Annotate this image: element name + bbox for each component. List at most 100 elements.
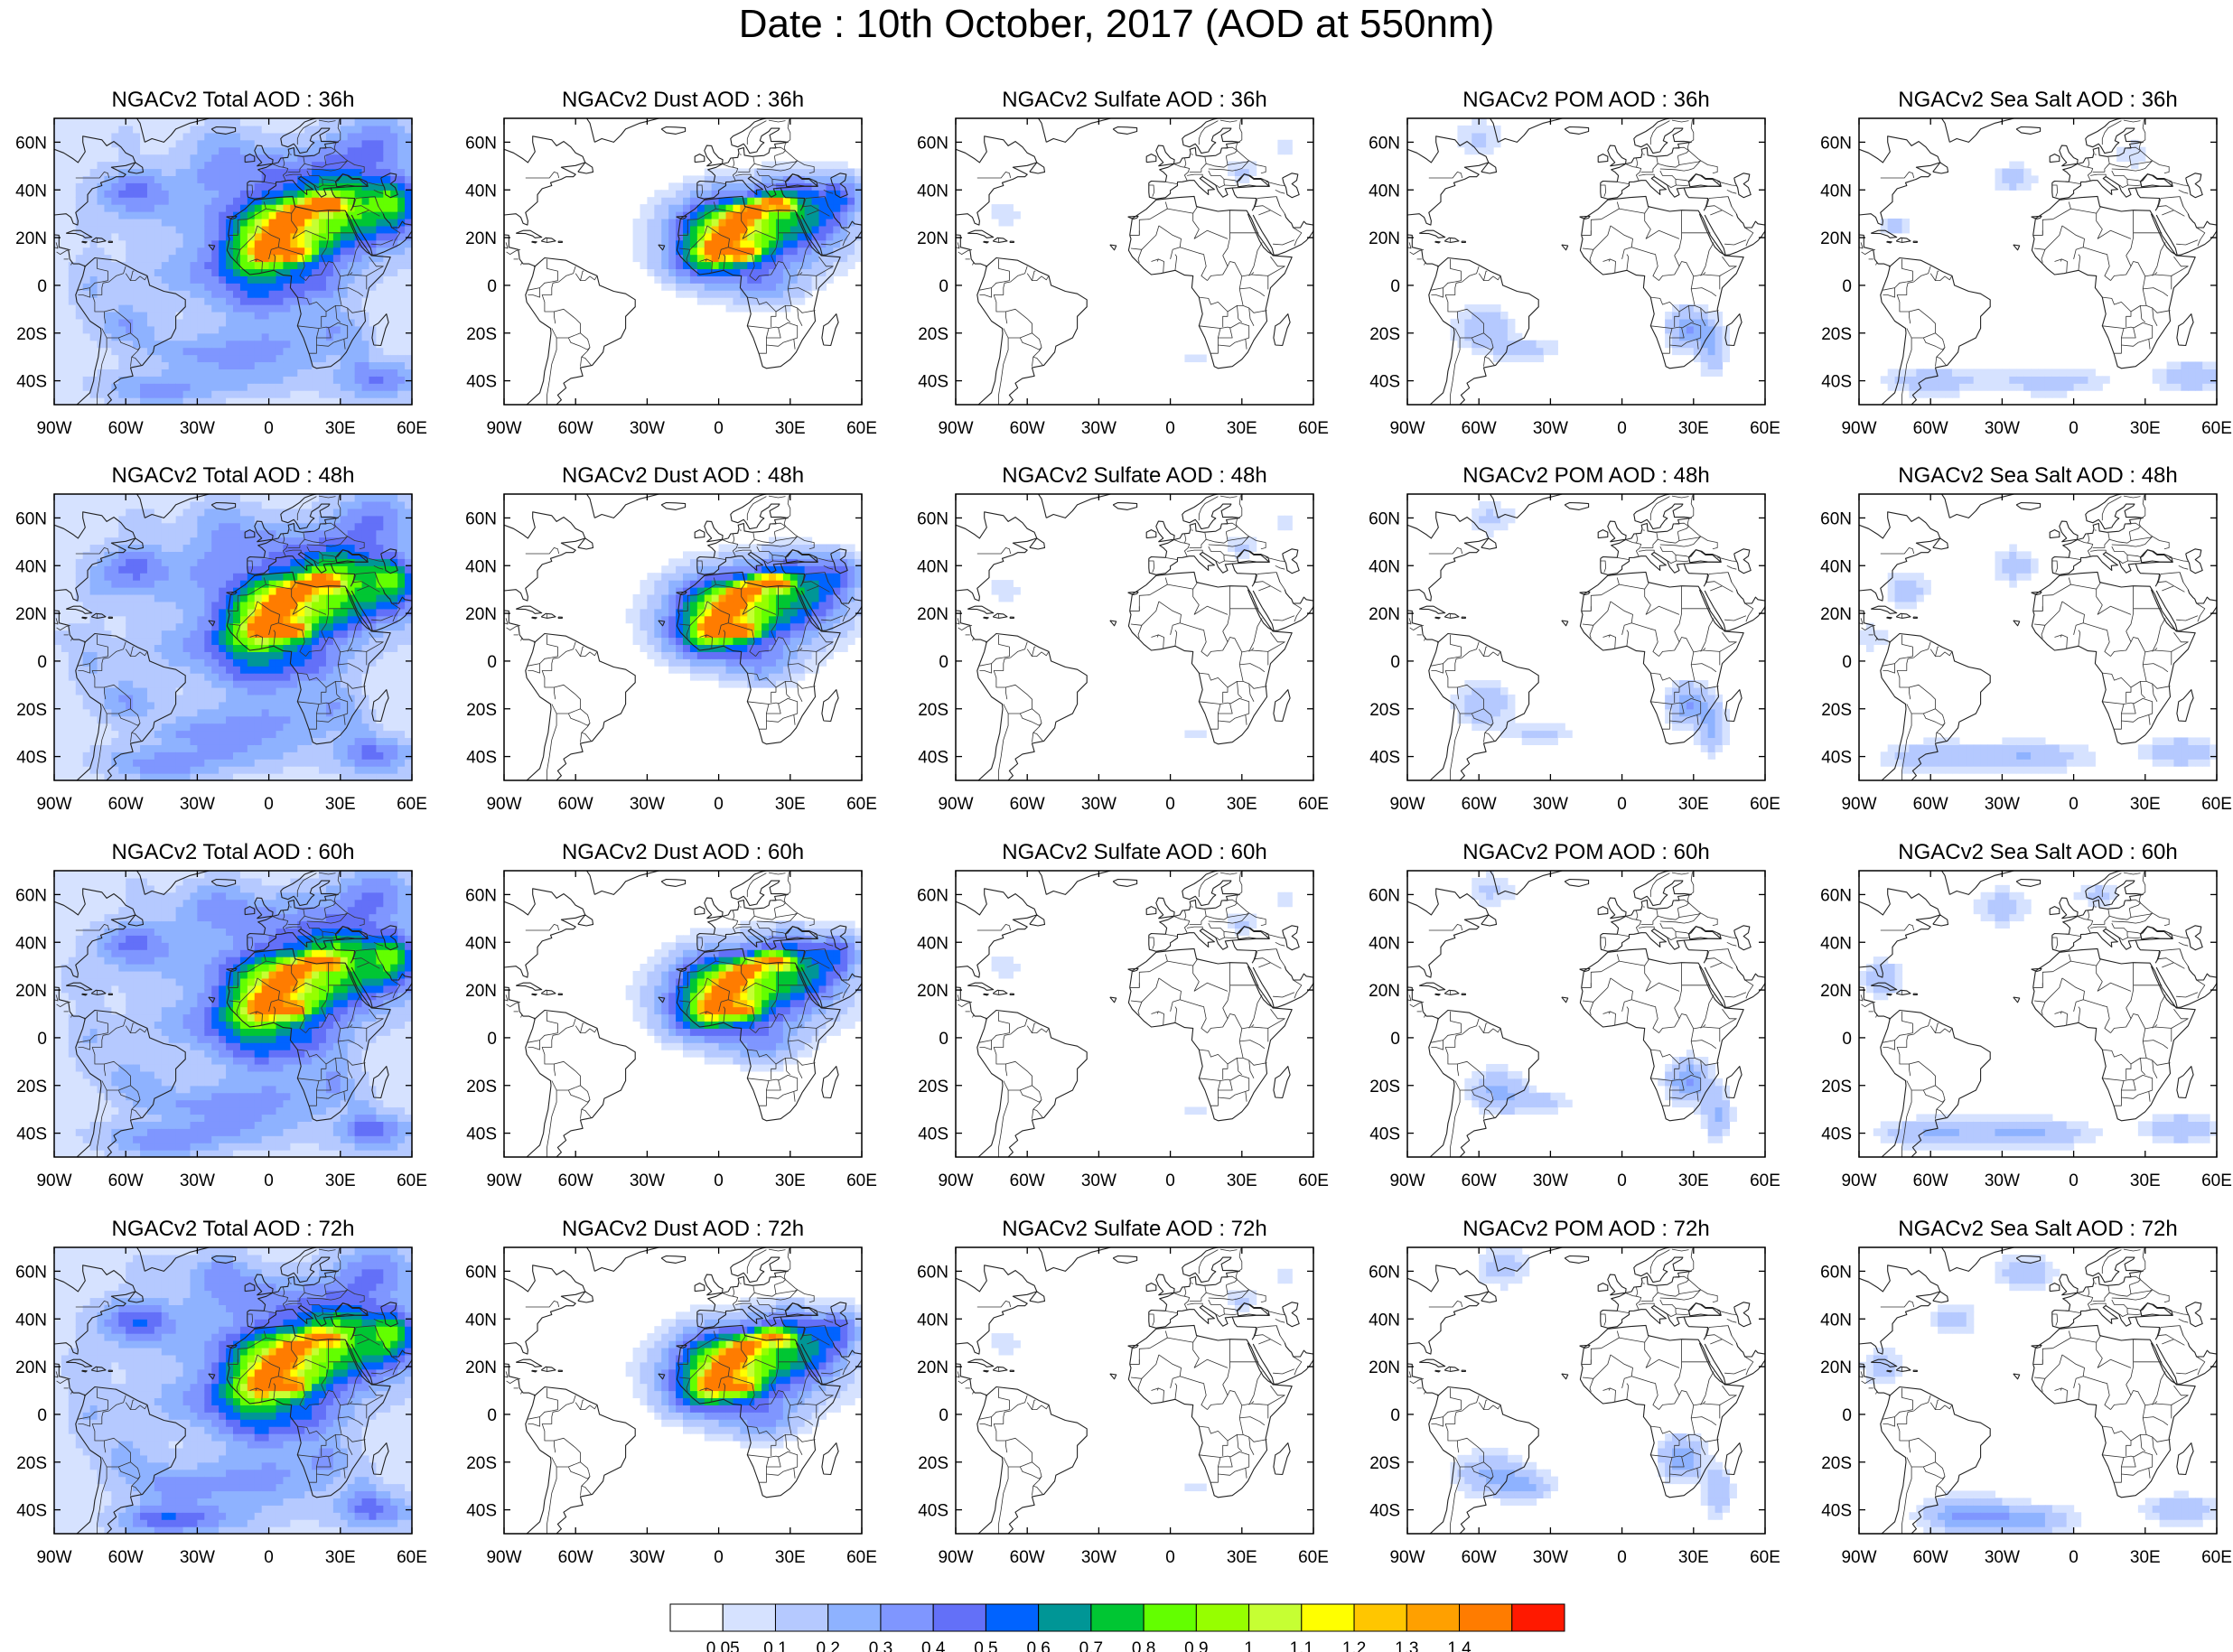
aod-field xyxy=(1450,1247,1737,1520)
colorbar-label: 0.8 xyxy=(1132,1639,1155,1652)
lon-tick-label: 30E xyxy=(1678,419,1709,438)
lat-tick-label: 60N xyxy=(465,1263,497,1282)
lon-tick-label: 60E xyxy=(846,419,877,438)
lat-tick-label: 40S xyxy=(466,1502,497,1521)
lon-tick-label: 30E xyxy=(325,1548,356,1567)
panel-title: NGACv2 Total AOD : 48h xyxy=(111,463,354,488)
lat-tick-label: 20N xyxy=(917,982,948,1001)
lat-tick-label: 20N xyxy=(1820,982,1852,1001)
map-panel: NGACv2 Total AOD : 60h 90W 60W 30W 0 30E 60E 60… xyxy=(15,840,427,1190)
lat-tick-label: 60N xyxy=(15,509,47,528)
lon-tick-label: 30W xyxy=(1533,795,1568,814)
colorbar-label: 0.1 xyxy=(763,1639,787,1652)
axis-ticks: 90W 60W 30W 0 30E 60E 60N 40N 20N 0 20S 40S xyxy=(15,118,427,438)
lat-tick-label: 20N xyxy=(1369,229,1400,248)
lat-tick-label: 40N xyxy=(465,934,497,953)
lon-tick-label: 90W xyxy=(938,1548,973,1567)
lat-tick-label: 0 xyxy=(487,1030,497,1049)
lat-tick-label: 40S xyxy=(1821,1125,1852,1144)
panel-frame xyxy=(955,117,1314,406)
aod-field xyxy=(1859,544,2217,774)
aod-field xyxy=(991,891,1293,1115)
panel-title: NGACv2 Total AOD : 60h xyxy=(111,840,354,864)
lon-tick-label: 90W xyxy=(938,795,973,814)
lat-tick-label: 20N xyxy=(465,982,497,1001)
lon-tick-label: 0 xyxy=(264,795,274,814)
lat-tick-label: 40N xyxy=(465,1311,497,1330)
lon-tick-label: 60W xyxy=(558,1548,593,1567)
lat-tick-label: 20S xyxy=(918,1078,948,1097)
lon-tick-label: 30W xyxy=(1533,1548,1568,1567)
colorbar-swatch xyxy=(1301,1603,1355,1632)
map-panel: NGACv2 Sea Salt AOD : 60h 90W 60W 30W 0 30E 60… xyxy=(1820,840,2232,1190)
lon-tick-label: 30E xyxy=(775,1171,806,1190)
aod-field xyxy=(632,161,862,313)
panel-frame xyxy=(53,1246,413,1535)
lat-tick-label: 20S xyxy=(466,1454,497,1473)
lon-tick-label: 60W xyxy=(1913,795,1948,814)
lat-tick-label: 40N xyxy=(15,557,47,576)
lat-tick-label: 20S xyxy=(918,325,948,344)
aod-field xyxy=(625,537,862,688)
lat-tick-label: 60N xyxy=(1820,509,1852,528)
lat-tick-label: 20S xyxy=(1369,1078,1400,1097)
lon-tick-label: 0 xyxy=(1165,1548,1175,1567)
lon-tick-label: 30W xyxy=(1081,795,1116,814)
lat-tick-label: 40S xyxy=(466,1125,497,1144)
axis-ticks: 90W 60W 30W 0 30E 60E 60N 40N 20N 0 20S 40S xyxy=(465,871,877,1190)
axis-ticks: 90W 60W 30W 0 30E 60E 60N 40N 20N 0 20S 40S xyxy=(917,118,1329,438)
lat-tick-label: 0 xyxy=(1390,653,1400,672)
lon-tick-label: 0 xyxy=(714,1171,724,1190)
lon-tick-label: 30E xyxy=(2130,419,2161,438)
lat-tick-label: 40N xyxy=(1369,1311,1400,1330)
panel-frame xyxy=(503,870,863,1158)
lon-tick-label: 0 xyxy=(714,419,724,438)
lat-tick-label: 20S xyxy=(1369,325,1400,344)
panel-frame xyxy=(1406,870,1766,1158)
lon-tick-label: 60W xyxy=(1010,1171,1045,1190)
lat-tick-label: 20S xyxy=(16,325,47,344)
aod-field xyxy=(1880,139,2217,398)
colorbar-label: 0.3 xyxy=(869,1639,892,1652)
map-panel: NGACv2 POM AOD : 60h 90W 60W 30W 0 30E 60E 60N 4… xyxy=(1369,840,1780,1190)
lon-tick-label: 60W xyxy=(1010,419,1045,438)
colorbar-swatch xyxy=(985,1603,1040,1632)
lon-tick-label: 30E xyxy=(2130,795,2161,814)
panel-frame xyxy=(503,1246,863,1535)
coastlines xyxy=(54,494,412,780)
lon-tick-label: 0 xyxy=(1617,1548,1627,1567)
panel-frame xyxy=(503,117,863,406)
lat-tick-label: 0 xyxy=(1842,1406,1852,1425)
lat-tick-label: 20S xyxy=(1821,1078,1852,1097)
panel-frame xyxy=(1406,117,1766,406)
lat-tick-label: 20S xyxy=(1369,1454,1400,1473)
lon-tick-label: 60W xyxy=(1462,419,1497,438)
lat-tick-label: 20S xyxy=(16,701,47,720)
colorbar-label: 1.2 xyxy=(1342,1639,1366,1652)
lon-tick-label: 60W xyxy=(558,1171,593,1190)
lon-tick-label: 30E xyxy=(2130,1171,2161,1190)
lat-tick-label: 20N xyxy=(1820,605,1852,624)
lon-tick-label: 30W xyxy=(1533,1171,1568,1190)
lat-tick-label: 60N xyxy=(1369,886,1400,905)
axis-ticks: 90W 60W 30W 0 30E 60E 60N 40N 20N 0 20S 40S xyxy=(1820,871,2232,1190)
lon-tick-label: 60W xyxy=(1462,1171,1497,1190)
panel-title: NGACv2 Dust AOD : 60h xyxy=(562,840,804,864)
lat-tick-label: 40S xyxy=(918,373,948,392)
coastlines xyxy=(1859,871,2217,1157)
lon-tick-label: 60W xyxy=(108,795,144,814)
lon-tick-label: 60E xyxy=(2201,419,2232,438)
colorbar-label: 0.5 xyxy=(974,1639,997,1652)
lat-tick-label: 40N xyxy=(1820,934,1852,953)
colorbar-label: 1.1 xyxy=(1290,1639,1313,1652)
lon-tick-label: 60W xyxy=(1010,1548,1045,1567)
map-panel: NGACv2 Dust AOD : 60h 90W 60W 30W 0 30E 60E 60N… xyxy=(465,840,877,1190)
coastlines xyxy=(504,118,862,405)
panel-frame xyxy=(1406,1246,1766,1535)
lat-tick-label: 40S xyxy=(1369,749,1400,768)
panel-title: NGACv2 Sea Salt AOD : 36h xyxy=(1898,88,2177,112)
lon-tick-label: 0 xyxy=(264,419,274,438)
colorbar-label: 1 xyxy=(1244,1639,1254,1652)
lat-tick-label: 20S xyxy=(466,701,497,720)
lat-tick-label: 60N xyxy=(465,886,497,905)
